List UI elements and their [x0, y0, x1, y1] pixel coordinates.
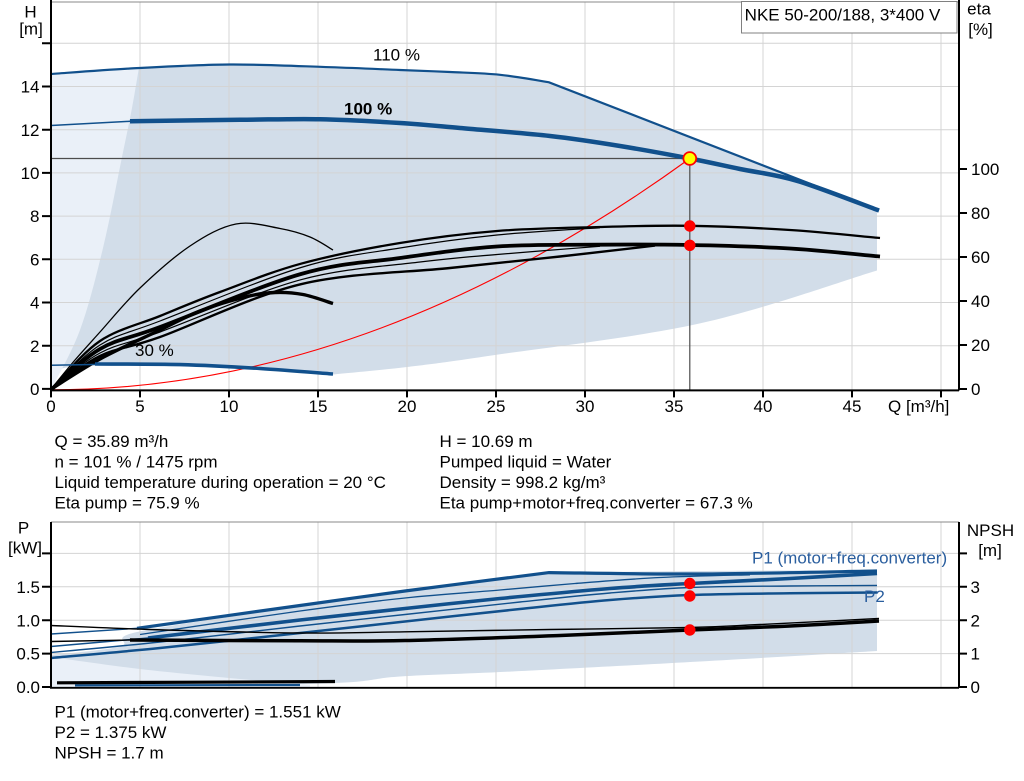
svg-text:[m]: [m]: [978, 541, 1002, 560]
svg-text:Q = 35.89 m³/h: Q = 35.89 m³/h: [55, 432, 169, 451]
svg-text:NKE 50-200/188, 3*400 V: NKE 50-200/188, 3*400 V: [745, 6, 941, 25]
svg-text:[%]: [%]: [968, 20, 993, 39]
svg-text:P1 (motor+freq.converter) = 1.: P1 (motor+freq.converter) = 1.551 kW: [55, 702, 341, 721]
svg-text:0.0: 0.0: [16, 678, 40, 697]
svg-text:4: 4: [30, 294, 39, 313]
svg-text:100: 100: [971, 160, 999, 179]
svg-text:2: 2: [30, 337, 39, 356]
svg-text:Eta pump+motor+freq.converter: Eta pump+motor+freq.converter = 67.3 %: [440, 494, 753, 513]
svg-text:45: 45: [843, 397, 862, 416]
svg-text:1.0: 1.0: [16, 611, 40, 630]
svg-text:P2 = 1.375 kW: P2 = 1.375 kW: [55, 723, 167, 742]
svg-text:0: 0: [971, 380, 980, 399]
svg-text:3: 3: [971, 578, 980, 597]
svg-text:40: 40: [971, 292, 990, 311]
svg-text:1: 1: [971, 645, 980, 664]
svg-text:0: 0: [46, 397, 55, 416]
svg-text:8: 8: [30, 207, 39, 226]
svg-text:30 %: 30 %: [135, 341, 174, 360]
svg-text:100 %: 100 %: [344, 100, 392, 119]
svg-text:NPSH = 1.7 m: NPSH = 1.7 m: [55, 744, 164, 763]
svg-text:[m]: [m]: [19, 20, 43, 39]
svg-text:P: P: [18, 519, 29, 538]
svg-text:0: 0: [971, 678, 980, 697]
svg-text:20: 20: [398, 397, 417, 416]
svg-text:10: 10: [220, 397, 239, 416]
svg-text:0.5: 0.5: [16, 645, 40, 664]
svg-text:Q [m³/h]: Q [m³/h]: [888, 397, 949, 416]
svg-text:20: 20: [971, 336, 990, 355]
svg-text:12: 12: [21, 121, 40, 140]
svg-text:35: 35: [665, 397, 684, 416]
svg-text:NPSH: NPSH: [967, 521, 1014, 540]
svg-text:P2: P2: [864, 587, 885, 606]
svg-text:5: 5: [135, 397, 144, 416]
svg-text:0: 0: [30, 380, 39, 399]
svg-text:40: 40: [754, 397, 773, 416]
svg-text:Pumped liquid = Water: Pumped liquid = Water: [440, 453, 612, 472]
svg-text:60: 60: [971, 248, 990, 267]
svg-text:Eta pump = 75.9 %: Eta pump = 75.9 %: [55, 494, 200, 513]
svg-text:30: 30: [576, 397, 595, 416]
svg-text:15: 15: [309, 397, 328, 416]
svg-text:10: 10: [21, 164, 40, 183]
svg-text:eta: eta: [967, 0, 991, 19]
svg-text:Liquid temperature during oper: Liquid temperature during operation = 20…: [55, 473, 386, 492]
svg-text:110 %: 110 %: [373, 46, 420, 65]
svg-text:6: 6: [30, 250, 39, 269]
svg-text:H: H: [24, 3, 36, 22]
svg-text:H = 10.69 m: H = 10.69 m: [440, 432, 533, 451]
svg-text:2: 2: [971, 611, 980, 630]
svg-text:80: 80: [971, 204, 990, 223]
svg-text:14: 14: [21, 78, 40, 97]
svg-text:25: 25: [487, 397, 506, 416]
svg-text:Density = 998.2 kg/m³: Density = 998.2 kg/m³: [440, 473, 606, 492]
svg-text:P1 (motor+freq.converter): P1 (motor+freq.converter): [752, 549, 947, 568]
svg-text:[kW]: [kW]: [8, 539, 42, 558]
svg-text:n = 101 % / 1475 rpm: n = 101 % / 1475 rpm: [55, 453, 218, 472]
svg-text:1.5: 1.5: [16, 578, 40, 597]
